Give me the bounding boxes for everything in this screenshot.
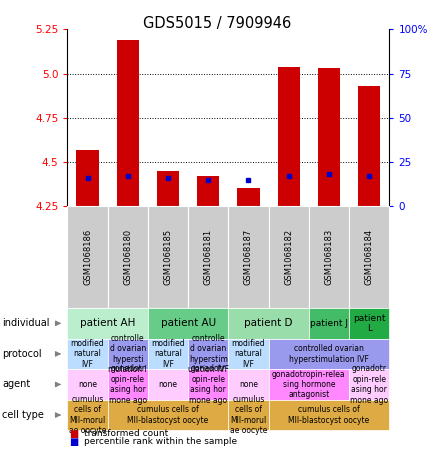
Text: GSM1068186: GSM1068186 bbox=[83, 229, 92, 285]
Text: none: none bbox=[158, 380, 177, 389]
Text: GSM1068181: GSM1068181 bbox=[203, 229, 212, 285]
Bar bbox=[197, 176, 219, 206]
Bar bbox=[76, 149, 99, 206]
Text: modified
natural
IVF: modified natural IVF bbox=[151, 339, 184, 369]
Text: gonadotr
opin-rele
asing hor
mone ago: gonadotr opin-rele asing hor mone ago bbox=[349, 364, 388, 405]
Text: gonadotr
opin-rele
asing hor
mone ago: gonadotr opin-rele asing hor mone ago bbox=[189, 364, 227, 405]
Text: patient J: patient J bbox=[309, 319, 347, 328]
Text: patient AH: patient AH bbox=[80, 318, 135, 328]
Text: none: none bbox=[238, 380, 257, 389]
Text: modified
natural
IVF: modified natural IVF bbox=[231, 339, 265, 369]
Text: patient
L: patient L bbox=[352, 313, 385, 333]
Bar bbox=[277, 67, 299, 206]
Text: GSM1068185: GSM1068185 bbox=[163, 229, 172, 285]
Text: cumulus
cells of
MII-morul
ae oocyte: cumulus cells of MII-morul ae oocyte bbox=[69, 395, 106, 435]
Text: controlle
d ovarian
hypersti
mulation I: controlle d ovarian hypersti mulation I bbox=[108, 334, 147, 374]
Bar bbox=[317, 68, 339, 206]
Text: GSM1068182: GSM1068182 bbox=[283, 229, 293, 285]
Text: controlled ovarian
hyperstimulation IVF: controlled ovarian hyperstimulation IVF bbox=[288, 344, 368, 364]
Bar bbox=[357, 86, 379, 206]
Text: transformed count: transformed count bbox=[83, 429, 168, 438]
Text: ■: ■ bbox=[69, 437, 79, 447]
Text: GSM1068187: GSM1068187 bbox=[243, 229, 253, 285]
Text: GSM1068180: GSM1068180 bbox=[123, 229, 132, 285]
Text: percentile rank within the sample: percentile rank within the sample bbox=[83, 437, 236, 446]
Bar bbox=[157, 171, 179, 206]
Text: gonadotropin-relea
sing hormone
antagonist: gonadotropin-relea sing hormone antagoni… bbox=[271, 370, 345, 400]
Text: none: none bbox=[78, 380, 97, 389]
Text: patient D: patient D bbox=[244, 318, 292, 328]
Text: gonadotr
opin-rele
asing hor
mone ago: gonadotr opin-rele asing hor mone ago bbox=[108, 364, 147, 405]
Text: cumulus cells of
MII-blastocyst oocyte: cumulus cells of MII-blastocyst oocyte bbox=[127, 405, 208, 425]
Text: cumulus cells of
MII-blastocyst oocyte: cumulus cells of MII-blastocyst oocyte bbox=[288, 405, 369, 425]
Text: GSM1068183: GSM1068183 bbox=[324, 229, 333, 285]
Bar bbox=[116, 40, 138, 206]
Text: modified
natural
IVF: modified natural IVF bbox=[71, 339, 104, 369]
Text: controlle
d ovarian
hyperstim
ulation IVF: controlle d ovarian hyperstim ulation IV… bbox=[187, 334, 228, 374]
Text: cumulus
cells of
MII-morul
ae oocyte: cumulus cells of MII-morul ae oocyte bbox=[229, 395, 266, 435]
Text: ■: ■ bbox=[69, 429, 79, 439]
Text: GSM1068184: GSM1068184 bbox=[364, 229, 373, 285]
Text: protocol: protocol bbox=[2, 349, 42, 359]
Text: patient AU: patient AU bbox=[160, 318, 215, 328]
Text: individual: individual bbox=[2, 318, 49, 328]
Text: GDS5015 / 7909946: GDS5015 / 7909946 bbox=[143, 16, 291, 31]
Text: agent: agent bbox=[2, 380, 30, 390]
Bar bbox=[237, 188, 259, 206]
Text: cell type: cell type bbox=[2, 410, 44, 420]
